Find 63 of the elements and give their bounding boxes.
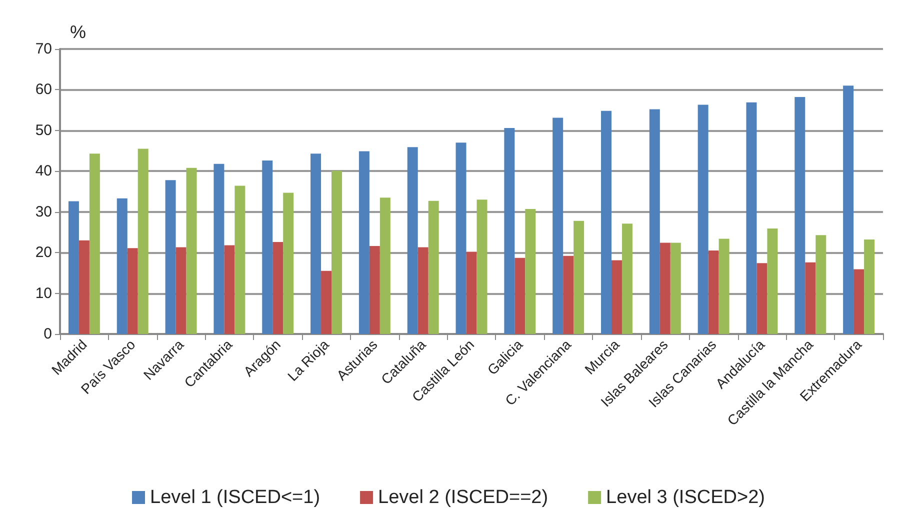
bar bbox=[805, 262, 816, 334]
y-tick-label: 10 bbox=[35, 284, 52, 302]
bar bbox=[78, 240, 90, 334]
bar bbox=[358, 151, 370, 334]
bar bbox=[611, 260, 622, 334]
bar bbox=[816, 235, 826, 334]
bar bbox=[552, 118, 564, 334]
y-tick-label: 40 bbox=[35, 162, 52, 180]
bar bbox=[262, 160, 273, 334]
bar bbox=[718, 238, 730, 334]
bar bbox=[649, 109, 660, 334]
bar bbox=[476, 200, 488, 334]
bar bbox=[670, 242, 681, 334]
legend-label: Level 2 (ISCED==2) bbox=[378, 487, 548, 508]
bar bbox=[234, 186, 246, 334]
bar bbox=[186, 168, 197, 334]
legend-label: Level 3 (ISCED>2) bbox=[606, 487, 765, 508]
y-tick-label: 0 bbox=[44, 326, 52, 342]
bar bbox=[407, 147, 418, 334]
bar bbox=[272, 242, 284, 334]
bar bbox=[224, 245, 235, 334]
bar bbox=[601, 110, 612, 334]
y-tick-label: 60 bbox=[35, 81, 52, 98]
bar bbox=[504, 128, 515, 334]
bar bbox=[138, 148, 148, 334]
bar bbox=[116, 198, 128, 334]
bar bbox=[369, 246, 380, 334]
bar bbox=[746, 102, 757, 334]
y-tick-label: 30 bbox=[35, 203, 52, 220]
legend-label: Level 1 (ISCED<=1) bbox=[150, 487, 320, 508]
bar bbox=[660, 242, 670, 334]
bar bbox=[283, 192, 294, 334]
bar bbox=[214, 164, 224, 334]
bar bbox=[428, 200, 439, 334]
bar bbox=[563, 256, 574, 334]
bar bbox=[310, 154, 322, 334]
bar bbox=[514, 258, 526, 334]
bar bbox=[176, 247, 186, 334]
bar bbox=[332, 170, 342, 334]
bar bbox=[466, 252, 477, 334]
y-tick-label: 50 bbox=[35, 122, 52, 139]
bar bbox=[698, 104, 708, 334]
y-tick-label: 20 bbox=[35, 244, 52, 262]
bar bbox=[456, 142, 466, 334]
bar bbox=[574, 220, 584, 334]
bar bbox=[854, 269, 864, 334]
bar bbox=[525, 209, 536, 334]
bar bbox=[767, 228, 778, 334]
bar bbox=[321, 270, 332, 334]
bar bbox=[864, 240, 875, 334]
bar bbox=[622, 224, 632, 334]
bar bbox=[756, 263, 768, 334]
bar bbox=[794, 97, 806, 334]
bar bbox=[89, 154, 100, 334]
bar bbox=[127, 248, 138, 334]
bar bbox=[165, 180, 176, 334]
y-axis-title: % bbox=[70, 22, 86, 42]
bar bbox=[380, 198, 390, 334]
bar bbox=[708, 250, 719, 334]
bar bbox=[418, 247, 428, 334]
bar bbox=[68, 201, 79, 334]
bar bbox=[843, 86, 854, 334]
y-tick-label: 70 bbox=[35, 40, 52, 58]
